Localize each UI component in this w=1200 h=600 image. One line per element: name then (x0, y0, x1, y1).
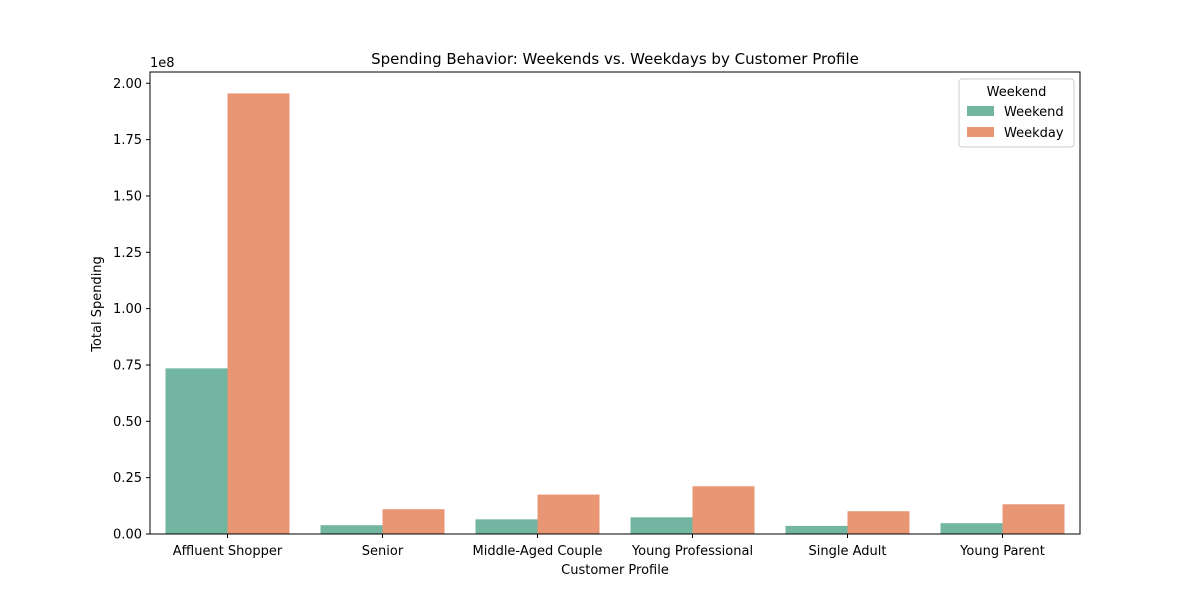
x-axis-label: Customer Profile (561, 563, 669, 578)
y-tick-label-8: 2.00 (113, 77, 142, 92)
y-tick-label-5: 1.25 (113, 246, 142, 261)
legend-title: Weekend (987, 85, 1047, 100)
bar-weekend-1 (320, 525, 383, 534)
y-tick-label-7: 1.75 (113, 133, 142, 148)
bar-weekday-0 (227, 93, 290, 534)
bar-weekend-5 (940, 523, 1003, 534)
chart-title: Spending Behavior: Weekends vs. Weekdays… (371, 50, 859, 68)
y-tick-label-3: 0.75 (113, 358, 142, 373)
y-tick-label-0: 0.00 (113, 528, 142, 543)
x-tick-label-4: Single Adult (809, 544, 887, 559)
axes-frame (149, 71, 1081, 535)
bar-weekend-4 (785, 525, 848, 534)
bar-weekend-2 (475, 519, 538, 534)
plot-area: 0.00 0.25 0.50 0.75 1.00 1.25 1.50 1.75 2.00 Affl… (113, 71, 1081, 559)
y-axis-label: Total Spending (90, 256, 105, 353)
legend-label-weekday: Weekday (1004, 126, 1064, 141)
legend-swatch-weekend (967, 106, 994, 116)
x-tick-label-0: Affluent Shopper (173, 544, 283, 559)
bar-weekday-2 (537, 494, 600, 534)
x-tick-label-3: Young Professional (631, 544, 753, 559)
bar-weekend-0 (165, 368, 228, 534)
y-tick-label-6: 1.50 (113, 189, 142, 204)
x-tick-label-2: Middle-Aged Couple (472, 544, 602, 559)
bar-weekend-3 (630, 517, 693, 534)
x-tick-label-1: Senior (362, 544, 404, 559)
y-tick-label-1: 0.25 (113, 471, 142, 486)
legend-swatch-weekday (967, 127, 994, 137)
legend-label-weekend: Weekend (1004, 105, 1064, 120)
bar-weekday-5 (1002, 504, 1065, 534)
bar-weekday-4 (847, 511, 910, 534)
legend: Weekend Weekend Weekday (958, 78, 1075, 148)
x-tick-label-5: Young Parent (959, 544, 1045, 559)
bar-weekday-1 (382, 509, 445, 534)
bar-weekday-3 (692, 486, 755, 534)
y-offset-label: 1e8 (150, 56, 175, 71)
y-tick-label-4: 1.00 (113, 302, 142, 317)
y-tick-label-2: 0.50 (113, 415, 142, 430)
